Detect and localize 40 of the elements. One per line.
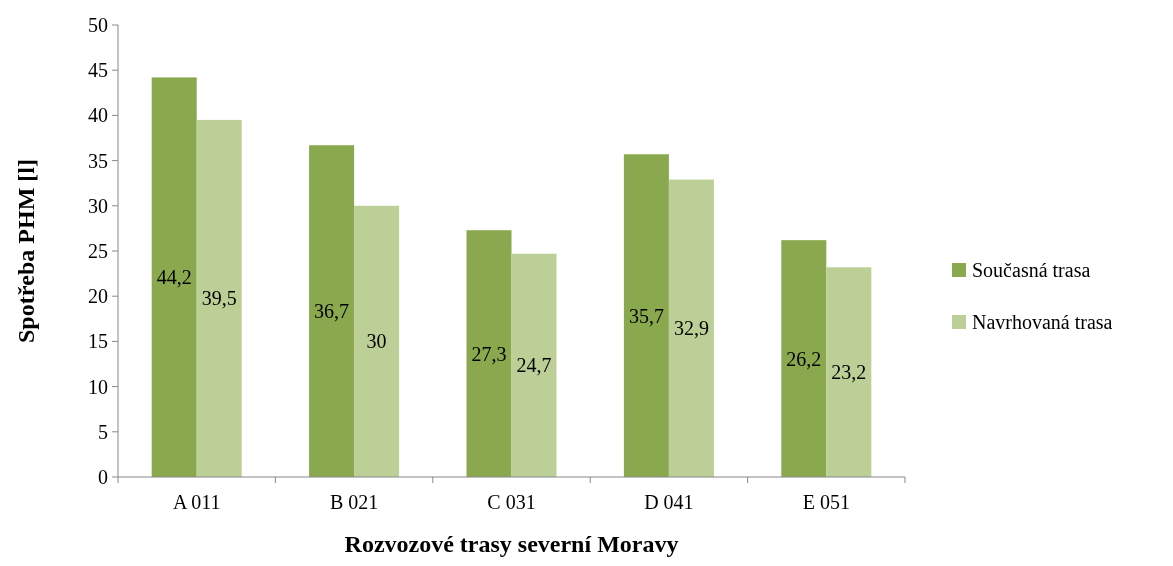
data-label: 30	[366, 330, 387, 353]
y-axis-title: Spotřeba PHM [l]	[13, 159, 39, 343]
data-label: 26,2	[786, 347, 822, 370]
x-tick-label: D 041	[644, 491, 694, 513]
x-tick-label: A 011	[172, 491, 221, 513]
y-tick-label: 35	[88, 149, 108, 172]
bar	[511, 253, 557, 477]
data-label: 32,9	[673, 317, 709, 340]
y-tick-label: 50	[88, 14, 108, 36]
x-tick-label: E 051	[802, 491, 850, 513]
bar	[466, 230, 512, 477]
data-label: 27,3	[471, 342, 507, 365]
bar	[781, 240, 827, 477]
y-tick-label: 20	[88, 285, 108, 308]
y-tick-label: 5	[98, 420, 108, 443]
y-tick-label: 45	[88, 59, 108, 82]
data-label: 44,2	[156, 266, 192, 289]
data-label: 24,7	[516, 354, 552, 377]
data-label: 35,7	[628, 304, 664, 327]
data-label: 36,7	[314, 300, 350, 323]
y-tick-label: 0	[98, 466, 108, 488]
bar	[826, 267, 872, 477]
legend-label: Navrhovaná trasa	[972, 311, 1113, 333]
bar	[151, 77, 197, 477]
x-tick-label: C 031	[487, 491, 536, 513]
y-tick-label: 25	[88, 240, 108, 262]
data-label: 23,2	[831, 361, 867, 384]
x-tick-label: B 021	[329, 491, 379, 513]
y-tick-label: 15	[88, 330, 108, 353]
data-label: 39,5	[201, 287, 237, 310]
bar	[196, 119, 242, 477]
bar	[668, 179, 714, 477]
bar	[354, 205, 400, 477]
bar	[309, 145, 355, 477]
y-tick-label: 40	[88, 104, 108, 127]
legend-label: Současná trasa	[972, 259, 1091, 281]
y-tick-label: 10	[88, 375, 108, 398]
x-axis-title: Rozvozové trasy severní Moravy	[344, 531, 679, 557]
y-tick-label: 30	[88, 194, 108, 217]
bar	[623, 154, 669, 477]
